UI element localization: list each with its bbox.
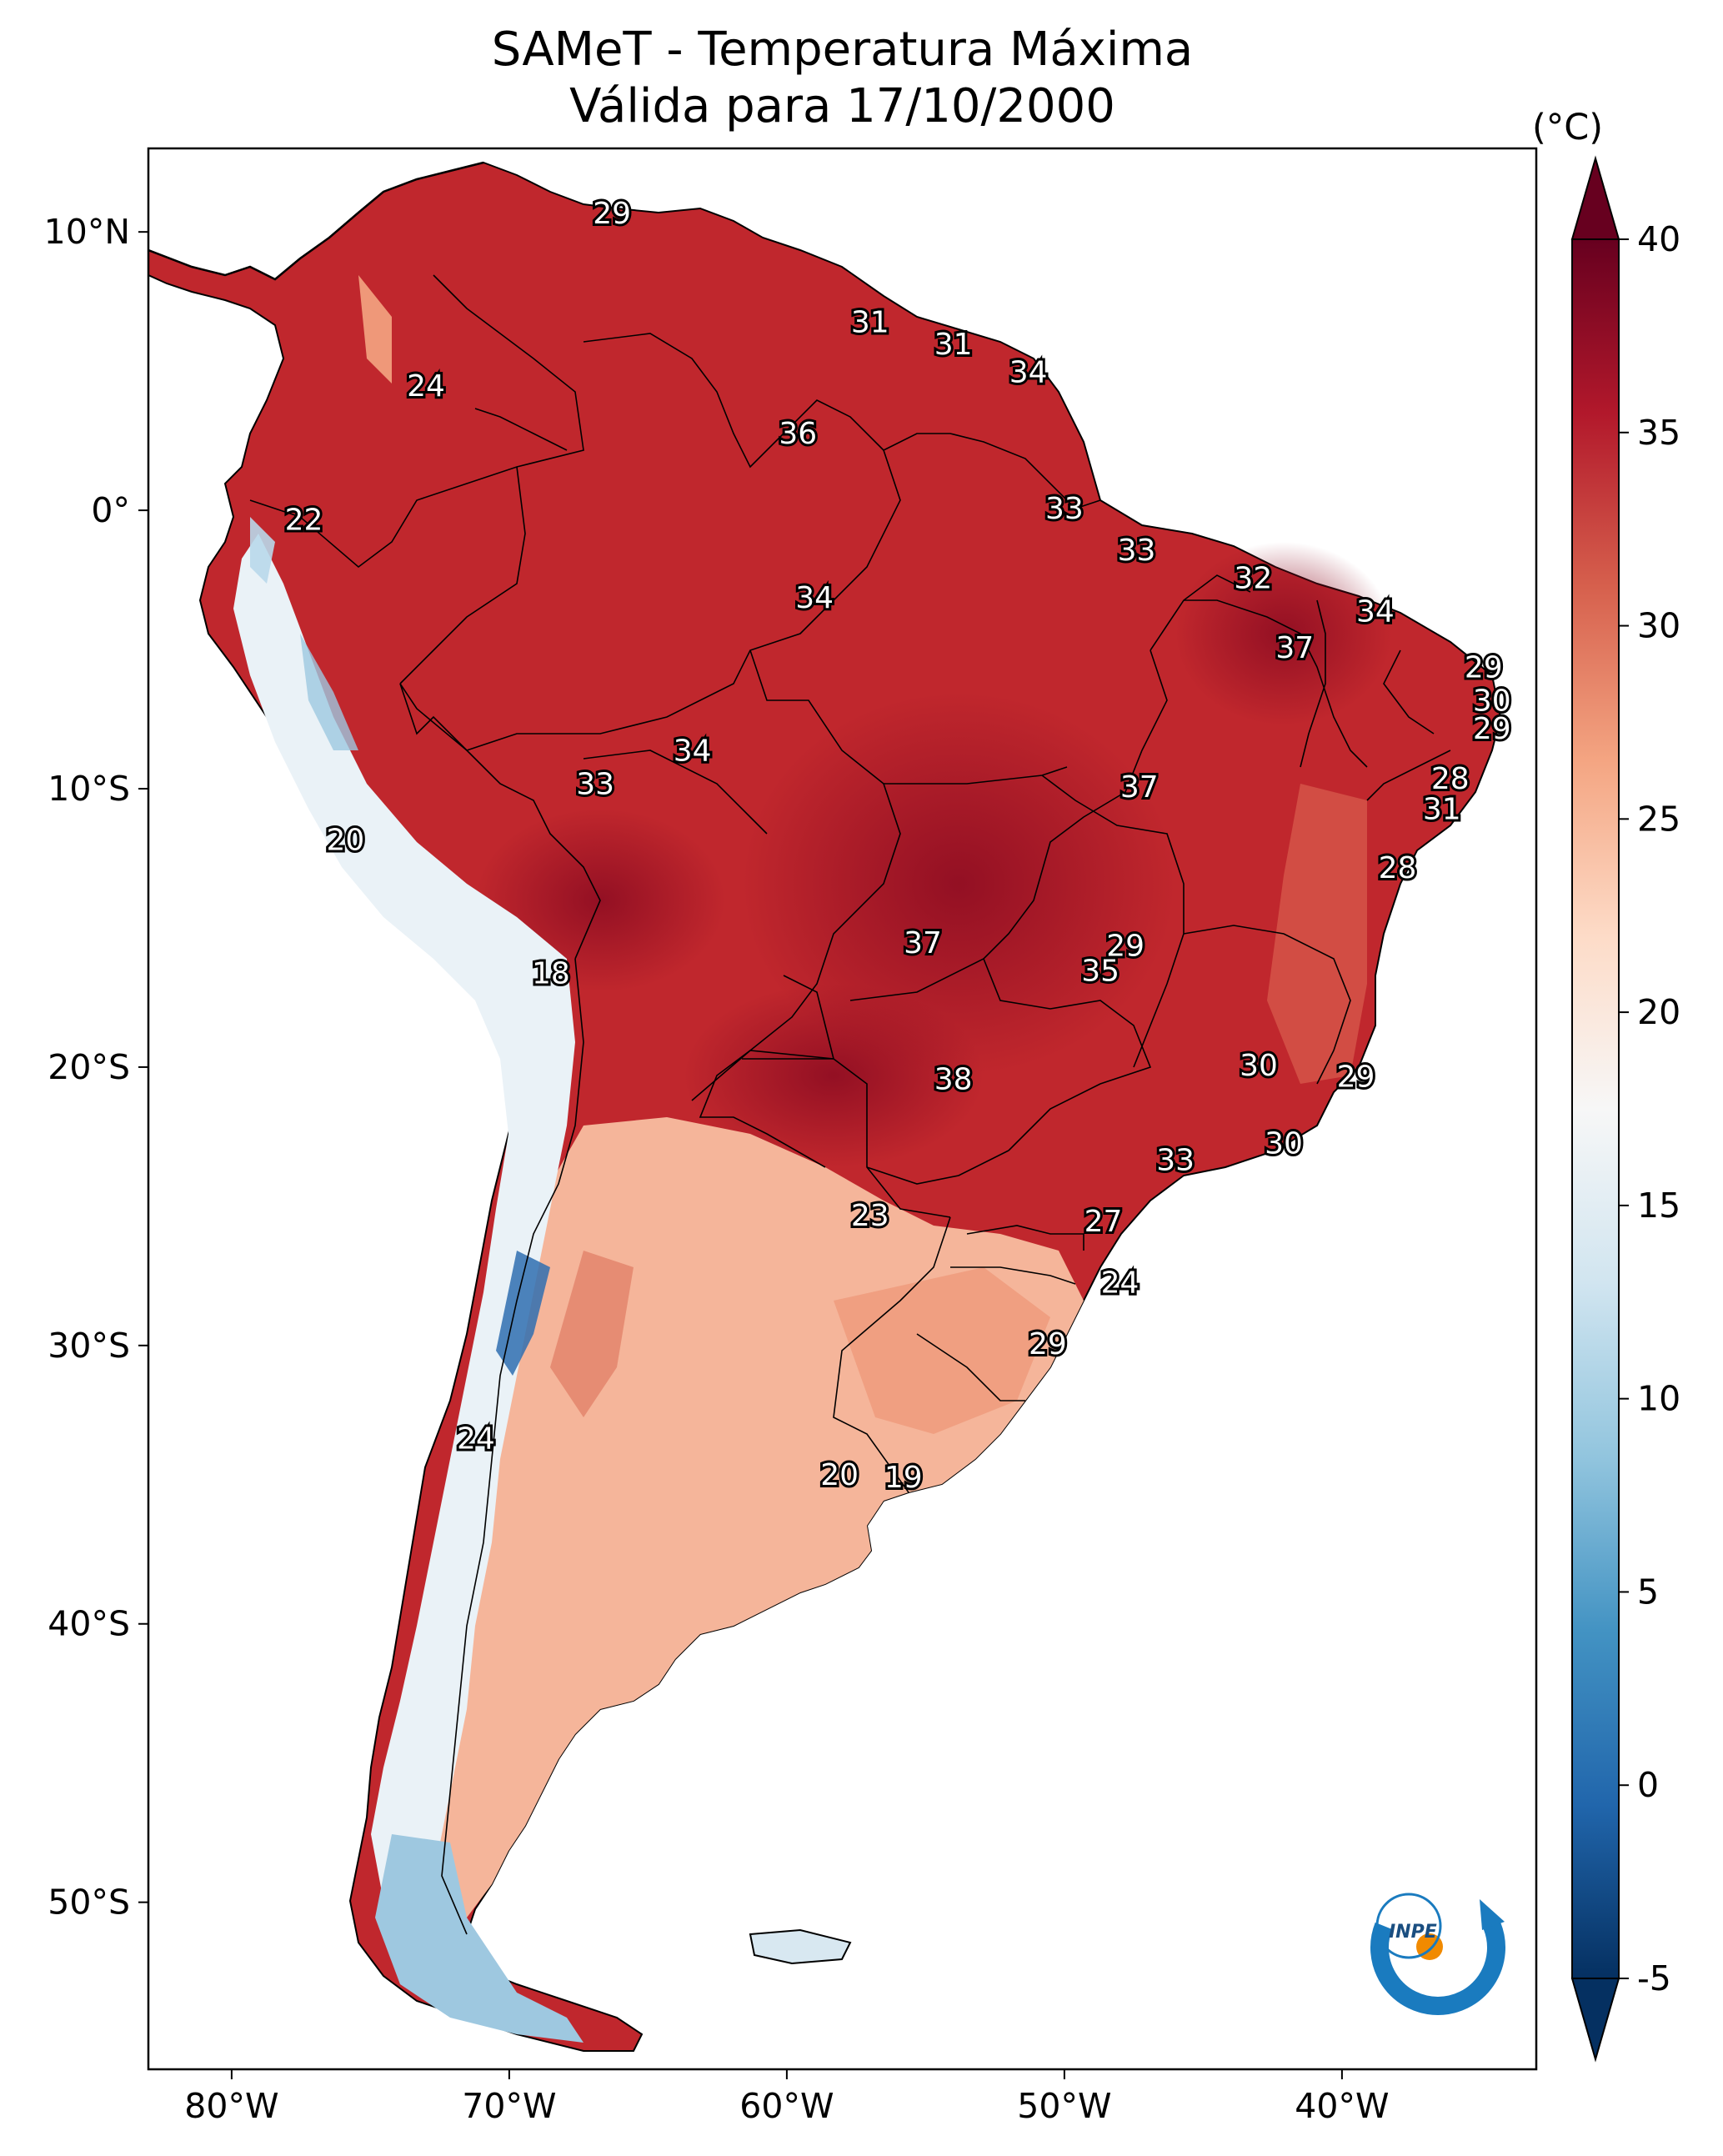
lat-tick-label: 40°S bbox=[48, 1604, 130, 1644]
coastal-mild-zone-bahia bbox=[1267, 784, 1367, 1084]
map-title-line-1: SAMeT - Temperatura Máxima bbox=[491, 23, 1194, 77]
temperature-value-label: 34 bbox=[795, 581, 834, 615]
colorbar-tick-label: 35 bbox=[1637, 413, 1680, 453]
temperature-value-label: 34 bbox=[1356, 595, 1395, 629]
temperature-value-label: 34 bbox=[1009, 355, 1048, 389]
temperature-value-label: 31 bbox=[934, 328, 973, 362]
colorbar-tick-label: 10 bbox=[1637, 1379, 1680, 1419]
temperature-value-label: 32 bbox=[1234, 562, 1272, 596]
country-borders bbox=[249, 274, 1451, 1935]
colorbar-extend-max bbox=[1570, 155, 1620, 240]
colorbar: 40 35 30 25 20 15 10 5 0 -5 bbox=[1570, 155, 1680, 2063]
temperature-value-label: 18 bbox=[532, 957, 570, 991]
colorbar-tick-label: 30 bbox=[1637, 606, 1680, 646]
heat-core-paraguay bbox=[684, 984, 984, 1167]
temperature-value-label: 28 bbox=[1379, 851, 1417, 885]
temperature-value-label: 37 bbox=[1120, 770, 1159, 805]
temperature-value-label: 24 bbox=[407, 369, 445, 404]
lon-tick-label: 70°W bbox=[462, 2086, 556, 2126]
peru-andes-cold-zone bbox=[300, 634, 358, 750]
temperature-value-label: 27 bbox=[1084, 1205, 1123, 1239]
temperature-value-label: 24 bbox=[457, 1421, 495, 1456]
lon-tick-label: 60°W bbox=[739, 2086, 834, 2126]
colorbar-tick-label: 5 bbox=[1637, 1572, 1659, 1612]
temperature-value-label: 33 bbox=[576, 768, 614, 802]
temperature-value-label: 20 bbox=[820, 1458, 859, 1492]
lat-tick-label: 50°S bbox=[48, 1883, 130, 1923]
heat-core-northeast bbox=[1175, 542, 1392, 725]
continent-layer: INPE bbox=[148, 161, 1505, 2052]
heat-core-central-brazil bbox=[742, 692, 1175, 1075]
temperature-value-label: 29 bbox=[1029, 1327, 1067, 1361]
temperature-value-label: 20 bbox=[327, 823, 365, 857]
temperature-value-label: 30 bbox=[1240, 1049, 1278, 1083]
temperature-value-label: 24 bbox=[1101, 1266, 1139, 1300]
temperature-value-label: 38 bbox=[934, 1063, 973, 1097]
sierras-warm-zone bbox=[550, 1251, 634, 1417]
temperature-value-label: 37 bbox=[904, 926, 942, 960]
colorbar-tick-label: 15 bbox=[1637, 1186, 1680, 1226]
temperature-value-label: 29 bbox=[1465, 650, 1503, 684]
temperature-value-label: 29 bbox=[1337, 1060, 1375, 1094]
temperature-value-label: 30 bbox=[1473, 684, 1511, 718]
map-frame bbox=[147, 147, 1538, 2071]
lat-tick-label: 10°N bbox=[44, 212, 130, 252]
temperature-value-label: 29 bbox=[593, 197, 631, 231]
inpe-logo: INPE bbox=[1370, 1893, 1505, 2015]
temperature-value-label: 36 bbox=[779, 417, 817, 451]
axis-ticks: 80°W 70°W 60°W 50°W 40°W 10°N 0° 10°S 20°S 30°S 40… bbox=[44, 212, 1390, 2126]
temperature-value-label: 35 bbox=[1081, 954, 1119, 988]
colorbar-tick-label: 0 bbox=[1637, 1765, 1659, 1805]
lon-tick-label: 80°W bbox=[184, 2086, 278, 2126]
temperature-value-label: 33 bbox=[1118, 534, 1156, 568]
map-title-line-2: Válida para 17/10/2000 bbox=[569, 79, 1115, 133]
temperature-value-label: 28 bbox=[1431, 762, 1470, 796]
lat-tick-label: 20°S bbox=[48, 1047, 130, 1087]
lat-tick-label: 0° bbox=[91, 490, 130, 530]
lon-tick-label: 40°W bbox=[1295, 2086, 1389, 2126]
caribbean-coastline bbox=[148, 161, 484, 281]
colorbar-tick-label: -5 bbox=[1637, 1958, 1671, 1998]
temperature-value-label: 19 bbox=[884, 1461, 923, 1495]
temperature-value-label: 23 bbox=[851, 1199, 889, 1233]
colorbar-tick-label: 25 bbox=[1637, 799, 1680, 839]
temperature-value-label: 33 bbox=[1156, 1143, 1195, 1177]
inpe-logo-text: INPE bbox=[1389, 1922, 1437, 1943]
andes-cold-band bbox=[233, 534, 575, 1918]
andes-cold-core-central bbox=[496, 1251, 550, 1376]
temperature-value-label: 31 bbox=[851, 305, 889, 339]
colorbar-unit-label: (°C) bbox=[1532, 107, 1604, 148]
temperature-value-label: 30 bbox=[1265, 1126, 1303, 1161]
lat-tick-label: 10°S bbox=[48, 769, 130, 809]
lon-tick-label: 50°W bbox=[1017, 2086, 1111, 2126]
temperature-value-label: 31 bbox=[1423, 793, 1461, 827]
colorbar-ticks: 40 35 30 25 20 15 10 5 0 -5 bbox=[1619, 219, 1680, 1998]
temperature-value-label: 37 bbox=[1275, 631, 1314, 665]
lat-tick-label: 30°S bbox=[48, 1326, 130, 1366]
colorbar-extend-min bbox=[1570, 1978, 1620, 2063]
temperature-value-label: 33 bbox=[1045, 492, 1084, 526]
colorbar-bar bbox=[1571, 238, 1620, 1979]
malvinas-islands bbox=[749, 1928, 852, 1965]
temperature-value-label: 22 bbox=[285, 503, 323, 537]
colombia-andes-mild-zone bbox=[358, 275, 392, 384]
temperature-value-label: 29 bbox=[1473, 712, 1511, 746]
colorbar-tick-label: 20 bbox=[1637, 992, 1680, 1032]
patagonia-cold-zone bbox=[375, 1834, 584, 2043]
colorbar-tick-label: 40 bbox=[1637, 219, 1680, 259]
temperature-value-label: 34 bbox=[674, 735, 712, 769]
ecuador-andes-cold-zone bbox=[250, 517, 275, 584]
temperature-value-label: 29 bbox=[1106, 929, 1144, 963]
